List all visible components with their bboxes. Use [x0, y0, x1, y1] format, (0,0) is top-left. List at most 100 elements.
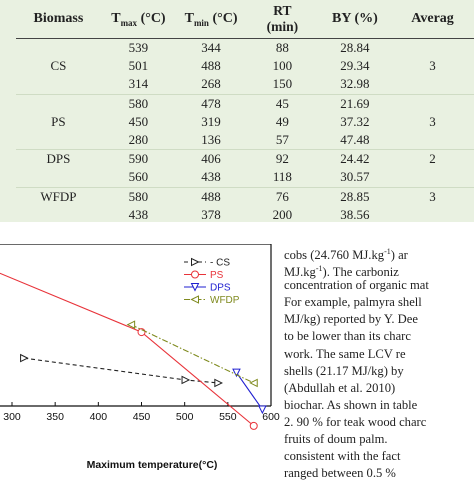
data-point — [181, 375, 191, 385]
legend-item-cs: - CS — [184, 258, 230, 269]
data-point — [126, 320, 136, 329]
table-row: CS 501 488 100 29.34 3 — [16, 57, 474, 75]
cell-avg — [391, 168, 474, 188]
table-row: 314 268 150 32.98 — [16, 75, 474, 95]
data-point — [20, 353, 29, 363]
cell-biomass: PS — [51, 113, 66, 129]
cell-tmin: 344 — [201, 40, 221, 56]
cell-rt: 45 — [275, 95, 289, 111]
data-point — [249, 421, 258, 430]
cell-biomass: DPS — [46, 151, 71, 167]
cell-avg: 3 — [429, 113, 436, 129]
text-line: 2. 90 % for teak wood charc — [284, 414, 427, 429]
text-line: concentration of organic mat — [284, 278, 429, 293]
cell-biomass — [16, 39, 101, 58]
cell-avg — [391, 205, 474, 222]
cell-tmax: 539 — [128, 40, 149, 56]
cell-rt: 76 — [275, 188, 289, 204]
cell-tmin: 378 — [176, 205, 247, 222]
data-point — [214, 378, 223, 388]
cell-by: 38.56 — [318, 205, 392, 222]
header-by: BY (%) — [318, 0, 392, 39]
legend-label: DPS — [210, 283, 231, 294]
cell-biomass — [16, 205, 101, 222]
x-tick-label: 400 — [90, 411, 108, 423]
text-line: (Abdullah et al. 2010) — [284, 380, 396, 395]
x-tick-label: 300 — [3, 411, 21, 423]
cell-biomass: CS — [50, 58, 67, 74]
cell-tmin: 488 — [201, 188, 221, 204]
data-point — [232, 368, 241, 378]
text-line: work. The same LCV re — [284, 346, 406, 361]
table-header-row: Biomass Tmax (°C) Tmin (°C) RT (min) BY (… — [16, 0, 474, 39]
legend-item-dps: DPS — [184, 283, 231, 294]
cell-by: 21.69 — [340, 95, 370, 111]
table-row: 560 438 118 30.57 — [16, 168, 474, 188]
header-tmax: Tmax (°C) — [100, 0, 177, 39]
table-row: DPS 590 406 92 24.42 2 — [16, 150, 474, 169]
text-line: to be lower than its charc — [284, 329, 411, 344]
legend-item-wfdp: WFDP — [184, 295, 240, 306]
cell-by: 37.32 — [340, 113, 370, 129]
x-tick-label: 350 — [46, 411, 64, 423]
cell-biomass — [16, 168, 101, 188]
series-dps — [232, 368, 267, 415]
cell-rt: 88 — [275, 40, 289, 56]
cell-rt: 150 — [246, 75, 319, 95]
data-point — [190, 283, 200, 292]
x-tick-label: 600 — [262, 411, 280, 423]
text-line: MJ/kg) reported by Y. Dee — [284, 312, 418, 327]
cell-tmin: 136 — [176, 130, 247, 151]
data-point — [191, 270, 199, 279]
cell-rt: 57 — [246, 130, 319, 151]
cell-rt: 100 — [272, 58, 293, 74]
x-tick-label: 500 — [176, 411, 194, 423]
table-row: 580 478 45 21.69 — [16, 94, 474, 113]
body-text-column: cobs (24.760 MJ.kg-1) ar MJ.kg-1). The ca… — [284, 243, 474, 482]
cell-tmax: 280 — [100, 130, 177, 151]
header-tmin: Tmin (°C) — [176, 0, 247, 39]
series-line — [24, 357, 219, 384]
chart-axes: 300 350 400 450 500 550 600 — [0, 244, 280, 423]
cell-tmax: 580 — [128, 95, 149, 111]
cell-avg: 3 — [429, 188, 436, 204]
cell-by: 30.57 — [318, 168, 392, 188]
text-line: shells (21.17 MJ/kg) by — [284, 363, 404, 378]
cell-by: 29.34 — [340, 58, 370, 74]
cell-avg — [391, 75, 474, 95]
table-row: 280 136 57 47.48 — [16, 130, 474, 151]
series-cs — [20, 353, 223, 388]
cell-rt: 200 — [246, 205, 319, 222]
legend-label: PS — [210, 270, 224, 281]
cell-tmax: 314 — [100, 75, 177, 95]
x-tick-label: 450 — [133, 411, 151, 423]
data-point — [191, 257, 200, 267]
data-point — [258, 405, 267, 415]
table-row: PS 450 319 49 37.32 3 — [16, 113, 474, 131]
cell-biomass — [16, 75, 101, 95]
cell-rt: 49 — [275, 113, 289, 129]
text-line: fruits of doum palm. — [284, 432, 388, 447]
series-wfdp — [126, 320, 258, 388]
cell-tmax: 590 — [128, 151, 149, 167]
cell-avg — [391, 94, 474, 113]
data-point — [190, 295, 199, 304]
cell-rt: 118 — [246, 168, 319, 188]
cell-tmax: 560 — [100, 168, 177, 188]
series-ps — [0, 272, 258, 430]
cell-biomass: WFDP — [40, 188, 77, 204]
cell-by: 28.85 — [340, 188, 370, 204]
cell-biomass — [16, 130, 101, 151]
text-line: biochar. As shown in table — [284, 397, 418, 412]
results-table: Biomass Tmax (°C) Tmin (°C) RT (min) BY (… — [16, 0, 474, 222]
header-average: Averag — [391, 0, 474, 39]
table-row: 438 378 200 38.56 — [16, 205, 474, 222]
legend-label: - CS — [210, 258, 230, 269]
legend-item-ps: PS — [184, 270, 224, 281]
table-row: WFDP 580 488 76 28.85 3 — [16, 187, 474, 206]
text-line: consistent with the fact — [284, 449, 401, 464]
data-point — [137, 328, 146, 337]
cell-tmax: 580 — [128, 188, 149, 204]
cell-tmax: 438 — [100, 205, 177, 222]
